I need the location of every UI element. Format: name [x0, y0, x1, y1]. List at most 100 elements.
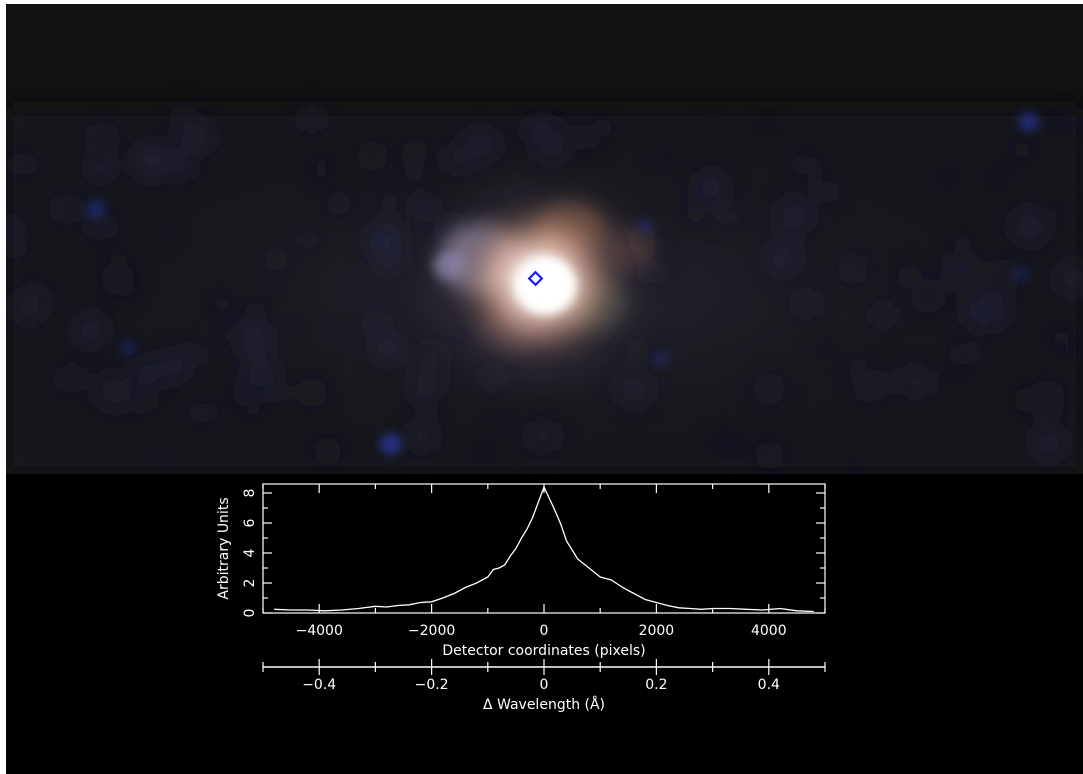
noise-patch	[11, 153, 33, 176]
noise-patch	[161, 148, 196, 184]
noise-patch	[291, 319, 304, 332]
profile-chart: −4000 −2000 0 2000 4000 0 2 4 6 8 −0.4 −0.2 0 0.2 0.…	[216, 483, 826, 713]
x-tick-label: −2000	[408, 623, 455, 639]
sky-image-canvas	[6, 4, 1083, 474]
noise-patch	[949, 364, 964, 379]
noise-patch	[58, 366, 84, 391]
noise-patch	[402, 137, 429, 164]
noise-patch	[814, 181, 836, 203]
noise-patch	[575, 124, 601, 150]
secondary-x-axis-label: Δ Wavelength (Å)	[483, 696, 605, 713]
noise-patch	[1054, 260, 1083, 297]
noise-patch	[245, 299, 268, 322]
x-tick-label: 4000	[751, 623, 787, 639]
noise-patch	[423, 401, 441, 419]
noise-patch	[54, 195, 81, 222]
noise-patch	[184, 344, 205, 365]
noise-patch	[1053, 113, 1068, 129]
noise-patch	[402, 160, 425, 182]
noise-patch	[726, 435, 744, 453]
profile-series-line	[274, 485, 814, 613]
noise-patch	[764, 239, 801, 276]
y-tick-label: 6	[242, 518, 258, 527]
noise-patch	[365, 311, 388, 333]
noise-patch	[72, 312, 109, 348]
noise-patch	[406, 420, 438, 452]
noise-patch	[312, 165, 329, 182]
noise-patch	[410, 387, 428, 405]
noise-patch	[947, 251, 974, 278]
secondary-x-tick-label: −0.4	[302, 677, 336, 693]
y-tick-label: 2	[242, 579, 258, 588]
y-axis-label: Arbitrary Units	[216, 497, 232, 599]
secondary-x-tick-label: 0.2	[645, 677, 667, 693]
noise-patch	[1058, 204, 1073, 219]
noise-patch	[873, 305, 894, 326]
noise-patch	[101, 159, 114, 172]
x-tick-label: 2000	[639, 623, 675, 639]
noise-patch	[683, 201, 706, 224]
secondary-x-tick-label: 0	[540, 677, 549, 693]
noise-patch	[793, 290, 820, 317]
noise-patch	[755, 441, 784, 471]
noise-patch	[25, 280, 50, 306]
noise-patch	[1050, 327, 1070, 347]
noise-patch	[266, 281, 280, 295]
noise-patch	[297, 377, 328, 408]
y-axis-ticks: 0 2 4 6 8	[242, 489, 825, 618]
secondary-x-tick-label: 0.4	[758, 677, 780, 693]
noise-patch	[527, 420, 559, 452]
noise-patch	[889, 364, 922, 397]
noise-patch	[846, 458, 862, 474]
profile-plot: −4000 −2000 0 2000 4000 0 2 4 6 8 −0.4 −0.2 0 0.2 0.…	[6, 474, 1083, 774]
noise-patch	[1010, 206, 1047, 244]
noise-patch	[948, 274, 968, 294]
noise-patch	[193, 402, 214, 423]
noise-patch	[262, 246, 289, 273]
x-axis-label: Detector coordinates (pixels)	[442, 643, 645, 659]
y-tick-label: 4	[242, 548, 258, 557]
noise-patch	[911, 278, 946, 313]
noise-patch	[525, 115, 553, 144]
noise-patch	[168, 104, 198, 134]
diamond-marker-icon	[527, 270, 544, 287]
noise-patch	[852, 369, 887, 404]
noise-patch	[155, 452, 171, 467]
noise-patch	[325, 190, 353, 218]
noise-patch	[1075, 117, 1083, 131]
noise-patch	[374, 335, 403, 364]
y-tick-label: 0	[242, 609, 258, 618]
noise-patch	[217, 328, 234, 344]
y-tick-label: 8	[242, 489, 258, 498]
noise-patch	[815, 339, 832, 356]
noise-patch	[211, 293, 232, 315]
noise-patch	[136, 358, 165, 387]
noise-patch	[1010, 139, 1033, 162]
secondary-x-tick-label: −0.2	[415, 677, 449, 693]
noise-patch	[941, 171, 954, 184]
noise-patch	[721, 208, 738, 226]
noise-patch	[953, 230, 973, 250]
noise-patch	[988, 169, 1007, 187]
x-tick-label: −4000	[296, 623, 343, 639]
noise-patch	[1064, 341, 1081, 358]
noise-patch	[752, 372, 786, 406]
sky-image	[6, 4, 1083, 474]
noise-patch	[299, 106, 325, 132]
figure-frame: −4000 −2000 0 2000 4000 0 2 4 6 8 −0.4 −0.2 0 0.2 0.…	[6, 4, 1083, 774]
noise-patch	[954, 343, 977, 366]
noise-patch	[983, 258, 1020, 295]
noise-patch	[896, 264, 922, 289]
noise-patch	[378, 189, 400, 210]
noise-patch	[775, 196, 813, 235]
plot-frame	[262, 483, 826, 614]
x-axis-ticks: −4000 −2000 0 2000 4000	[262, 484, 826, 639]
x-tick-label: 0	[540, 623, 549, 639]
noise-patch	[836, 253, 869, 285]
noise-patch	[313, 436, 343, 466]
noise-patch	[89, 213, 114, 238]
noise-patch	[235, 320, 272, 358]
noise-patch	[93, 372, 132, 411]
noise-patch	[963, 299, 990, 327]
noise-patch	[249, 357, 280, 387]
